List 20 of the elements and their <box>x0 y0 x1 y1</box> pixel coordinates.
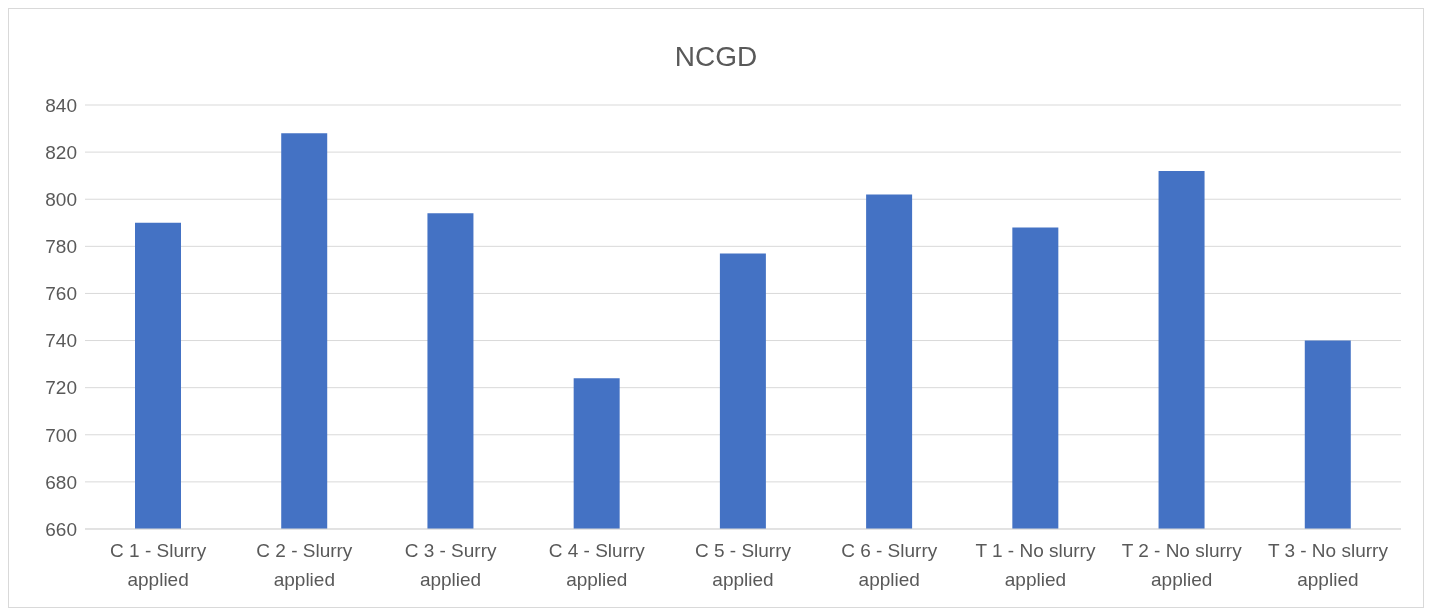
x-tick-label: T 2 - No slurry applied <box>1121 540 1243 590</box>
y-tick-label: 700 <box>45 424 77 446</box>
x-tick-label: C 2 - Slurry applied <box>256 540 353 590</box>
y-tick-label: 820 <box>45 141 77 163</box>
x-tick-label: C 4 - Slurry applied <box>548 540 646 590</box>
x-tick-label: C 1 - Slurry applied <box>110 540 207 590</box>
x-tick-label: C 5 - Slurry applied <box>694 540 792 590</box>
x-tick-label: T 1 - No slurry applied <box>975 540 1096 590</box>
y-tick-label: 660 <box>45 518 77 540</box>
y-tick-label: 780 <box>45 236 77 258</box>
x-tick-label: T 3 - No slurry applied <box>1267 540 1389 590</box>
y-tick-label: 680 <box>45 471 77 493</box>
y-tick-label: 760 <box>45 283 77 305</box>
chart-title: NCGD <box>673 40 759 74</box>
x-tick-label: C 6 - Slurry applied <box>841 540 938 590</box>
x-tick-label: C 3 - Surry applied <box>404 540 497 590</box>
y-tick-label: 740 <box>45 330 77 352</box>
y-tick-label: 840 <box>45 94 77 116</box>
y-tick-label: 720 <box>45 377 77 399</box>
y-tick-label: 800 <box>45 188 77 210</box>
